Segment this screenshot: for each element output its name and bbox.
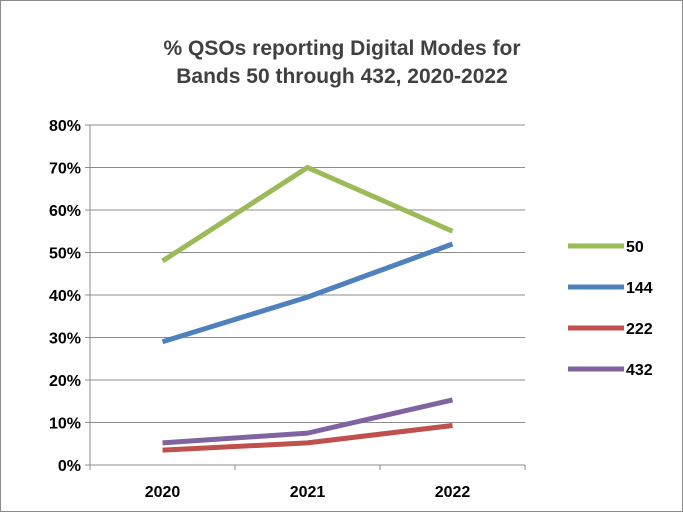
tick-labels: 0% 10% 20% 30% 40% 50% 60% 70% 80% 2020 2021 2022	[49, 118, 470, 501]
chart-title-line-1: % QSOs reporting Digital Modes for	[163, 37, 520, 60]
x-tick-label: 2022	[435, 484, 471, 501]
y-tick-label: 40%	[49, 288, 81, 305]
y-tick-label: 30%	[49, 331, 81, 348]
legend-label-50: 50	[626, 239, 644, 256]
legend: 50 144 222 432	[568, 239, 653, 379]
series-line-222	[162, 422, 453, 453]
series-line-144	[161, 241, 454, 345]
y-tick-label: 20%	[49, 373, 81, 390]
y-tick-label: 60%	[49, 203, 81, 220]
y-tick-label: 10%	[49, 416, 81, 433]
series-line-432	[162, 397, 454, 446]
x-tick-label: 2021	[290, 484, 326, 501]
chart-title-line-2: Bands 50 through 432, 2020-2022	[176, 65, 507, 88]
y-tick-label: 0%	[58, 458, 81, 475]
x-tick-label: 2020	[145, 484, 181, 501]
y-tick-label: 50%	[49, 246, 81, 263]
series-line-50	[161, 165, 454, 264]
y-tick-label: 80%	[49, 118, 81, 135]
legend-label-144: 144	[626, 280, 653, 297]
y-tick-label: 70%	[49, 161, 81, 178]
axes	[85, 124, 526, 470]
legend-label-222: 222	[626, 321, 653, 338]
gridlines	[90, 124, 525, 423]
series-lines	[161, 165, 454, 453]
legend-label-432: 432	[626, 362, 653, 379]
